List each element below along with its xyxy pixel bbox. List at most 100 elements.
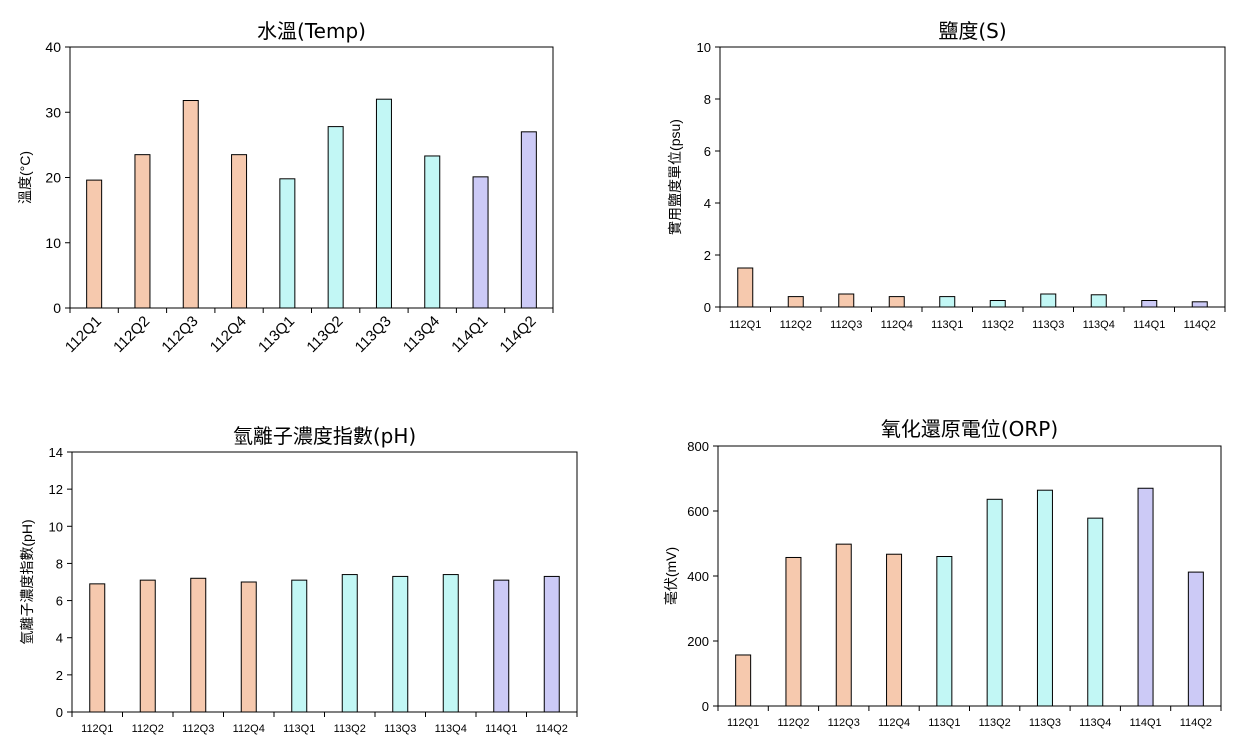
x-tick-label: 113Q2: [982, 319, 1014, 331]
y-tick-label: 800: [687, 439, 709, 454]
chart-3: 氫離子濃度指數(pH) 0 2 4 6 8 10 12 14 氫離子濃度指數(pH) 112Q1 11…: [19, 424, 578, 735]
bar-113Q2: [341, 574, 358, 713]
x-tick-label: 112Q3: [158, 313, 201, 356]
x-tick-label: 112Q2: [132, 723, 164, 735]
chart-title: 鹽度(S): [938, 19, 1006, 43]
x-tick-label: 113Q1: [928, 717, 960, 729]
bar-113Q3: [392, 575, 409, 713]
x-tick-label: 112Q2: [110, 313, 153, 356]
bar-113Q1: [936, 556, 953, 707]
y-tick-label: 14: [49, 445, 63, 460]
bar-112Q4: [888, 296, 905, 308]
bar-114Q1: [493, 579, 510, 713]
x-tick-label: 113Q2: [979, 717, 1011, 729]
x-tick-label: 113Q2: [334, 723, 366, 735]
x-tick-label: 113Q3: [1029, 717, 1061, 729]
bar-113Q1: [291, 579, 308, 713]
bar-112Q4: [231, 154, 248, 309]
x-tick-label: 114Q1: [1133, 319, 1165, 331]
x-tick-label: 113Q4: [400, 313, 443, 356]
x-tick-label: 112Q3: [830, 319, 862, 331]
bar-113Q1: [279, 178, 296, 309]
y-tick-label: 400: [687, 569, 709, 584]
y-tick-label: 8: [56, 556, 63, 571]
bar-112Q3: [835, 543, 852, 707]
chart-2: 鹽度(S) 0 2 4 6 8 10 實用鹽度單位(psu) 112Q1 112Q2 112Q3 11…: [667, 19, 1226, 331]
x-tick-label: 114Q2: [1180, 717, 1212, 729]
x-tick-label: 113Q4: [435, 723, 467, 735]
x-tick-label: 114Q1: [485, 723, 517, 735]
bar-114Q2: [543, 575, 560, 713]
y-axis-label: 溫度(°C): [17, 151, 33, 204]
bar-112Q1: [735, 654, 752, 707]
y-tick-label: 30: [45, 104, 61, 120]
x-tick-label: 113Q4: [1083, 319, 1115, 331]
bar-112Q1: [89, 583, 106, 713]
x-tick-label: 113Q3: [352, 313, 395, 356]
y-tick-label: 12: [49, 482, 63, 497]
bar-112Q3: [182, 100, 199, 309]
x-tick-label: 112Q2: [780, 319, 812, 331]
y-tick-label: 40: [45, 39, 61, 55]
y-tick-label: 6: [56, 594, 63, 609]
bar-112Q2: [785, 556, 802, 707]
bar-112Q1: [737, 267, 754, 308]
chart-4: 氧化還原電位(ORP) 0 200 400 600 800 毫伏(mV) 112Q1 112Q2…: [663, 417, 1222, 729]
x-tick-label: 113Q4: [1079, 717, 1111, 729]
x-tick-label: 112Q4: [207, 313, 250, 356]
y-tick-label: 4: [704, 196, 711, 211]
x-tick-label: 112Q3: [182, 723, 214, 735]
x-tick-label: 112Q2: [777, 717, 809, 729]
x-tick-label: 114Q2: [497, 313, 540, 356]
y-tick-label: 10: [49, 519, 63, 534]
bar-113Q4: [442, 574, 459, 713]
x-tick-label: 112Q1: [729, 319, 761, 331]
plot-frame: [719, 46, 1226, 308]
y-tick-label: 600: [687, 504, 709, 519]
bar-114Q1: [1141, 300, 1158, 308]
bar-113Q3: [1040, 293, 1057, 308]
bar-113Q2: [989, 300, 1006, 308]
y-axis-label: 實用鹽度單位(psu): [667, 119, 683, 235]
bar-112Q3: [190, 577, 207, 713]
y-tick-label: 200: [687, 634, 709, 649]
bar-114Q2: [1191, 301, 1208, 308]
chart-title: 氫離子濃度指數(pH): [233, 424, 416, 448]
x-tick-label: 114Q1: [448, 313, 491, 356]
y-tick-label: 8: [704, 92, 711, 107]
bar-113Q3: [1036, 489, 1053, 707]
chart-title: 氧化還原電位(ORP): [881, 417, 1058, 441]
y-tick-label: 2: [704, 248, 711, 263]
x-tick-label: 114Q1: [1129, 717, 1161, 729]
x-tick-label: 112Q1: [62, 313, 105, 356]
y-tick-label: 0: [56, 705, 63, 720]
x-tick-label: 112Q1: [81, 723, 113, 735]
bar-112Q4: [240, 581, 257, 713]
chart-title: 水溫(Temp): [257, 19, 366, 43]
y-tick-label: 10: [45, 235, 61, 251]
bar-113Q2: [327, 126, 344, 309]
bar-114Q2: [520, 131, 537, 309]
bar-114Q2: [1187, 571, 1204, 707]
x-tick-label: 112Q4: [881, 319, 913, 331]
x-tick-label: 114Q2: [1184, 319, 1216, 331]
y-axis-label: 毫伏(mV): [663, 547, 679, 605]
y-tick-label: 0: [702, 699, 709, 714]
y-axis-label: 氫離子濃度指數(pH): [19, 519, 35, 644]
x-tick-label: 112Q3: [828, 717, 860, 729]
bar-112Q2: [134, 154, 151, 309]
bar-112Q2: [139, 579, 156, 713]
x-tick-label: 113Q2: [303, 313, 346, 356]
y-tick-label: 2: [56, 668, 63, 683]
y-tick-label: 10: [697, 40, 711, 55]
bar-112Q3: [838, 293, 855, 308]
bar-113Q2: [986, 498, 1003, 707]
bar-114Q1: [1137, 487, 1154, 707]
bar-112Q4: [886, 553, 903, 707]
bar-113Q1: [939, 296, 956, 308]
x-tick-label: 112Q4: [878, 717, 910, 729]
x-tick-label: 113Q3: [1032, 319, 1064, 331]
x-tick-label: 114Q2: [536, 723, 568, 735]
